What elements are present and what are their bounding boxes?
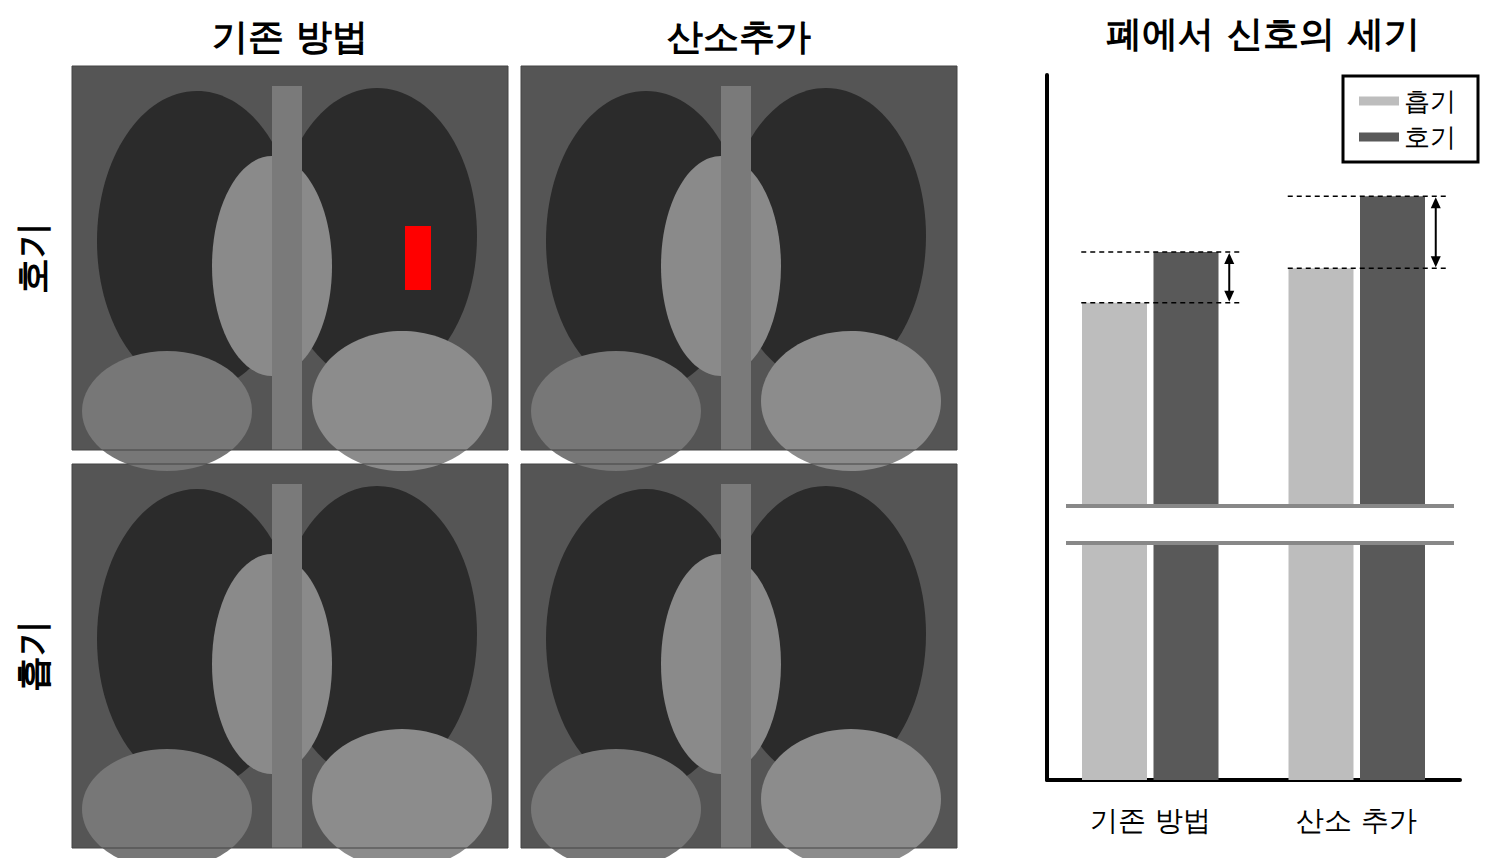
svg-text:기존 방법: 기존 방법 xyxy=(1090,804,1211,837)
svg-text:산소추가: 산소추가 xyxy=(667,16,811,57)
svg-text:기존 방법: 기존 방법 xyxy=(212,16,369,57)
svg-text:흡기: 흡기 xyxy=(12,620,53,692)
svg-text:호기: 호기 xyxy=(12,222,53,294)
svg-text:흡기: 흡기 xyxy=(1404,86,1456,116)
svg-text:산소 추가: 산소 추가 xyxy=(1296,804,1417,837)
svg-text:폐에서 신호의 세기: 폐에서 신호의 세기 xyxy=(1106,13,1419,54)
svg-text:호기: 호기 xyxy=(1404,122,1456,152)
